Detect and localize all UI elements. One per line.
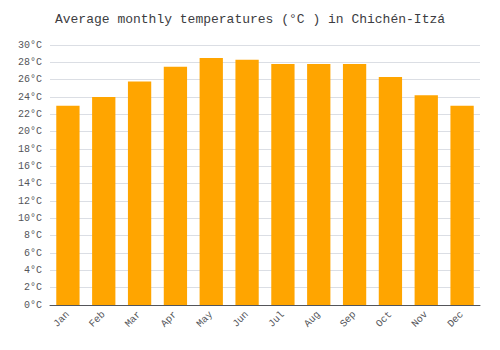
svg-text:May: May [195, 309, 215, 329]
svg-text:14°C: 14°C [18, 178, 42, 189]
svg-text:Aug: Aug [302, 309, 322, 329]
svg-text:10°C: 10°C [18, 213, 42, 224]
svg-text:0°C: 0°C [24, 300, 42, 311]
svg-text:30°C: 30°C [18, 40, 42, 51]
svg-text:16°C: 16°C [18, 161, 42, 172]
svg-text:22°C: 22°C [18, 109, 42, 120]
svg-text:12°C: 12°C [18, 196, 42, 207]
svg-text:Sep: Sep [338, 309, 358, 329]
svg-text:Oct: Oct [374, 309, 394, 329]
svg-text:4°C: 4°C [24, 265, 42, 276]
svg-text:20°C: 20°C [18, 126, 42, 137]
svg-text:Nov: Nov [410, 309, 430, 329]
svg-text:Jan: Jan [51, 309, 71, 329]
svg-text:Mar: Mar [123, 309, 143, 329]
svg-text:24°C: 24°C [18, 92, 42, 103]
svg-text:2°C: 2°C [24, 282, 42, 293]
svg-text:6°C: 6°C [24, 248, 42, 259]
svg-text:18°C: 18°C [18, 144, 42, 155]
svg-text:Jun: Jun [230, 309, 250, 329]
svg-text:28°C: 28°C [18, 57, 42, 68]
svg-text:26°C: 26°C [18, 74, 42, 85]
svg-text:Jul: Jul [266, 309, 286, 329]
svg-text:8°C: 8°C [24, 230, 42, 241]
svg-text:Apr: Apr [159, 309, 179, 329]
svg-text:Average monthly temperatures (: Average monthly temperatures (°C ) in Ch… [55, 12, 445, 27]
svg-text:Dec: Dec [445, 309, 465, 329]
svg-text:Feb: Feb [87, 309, 107, 329]
